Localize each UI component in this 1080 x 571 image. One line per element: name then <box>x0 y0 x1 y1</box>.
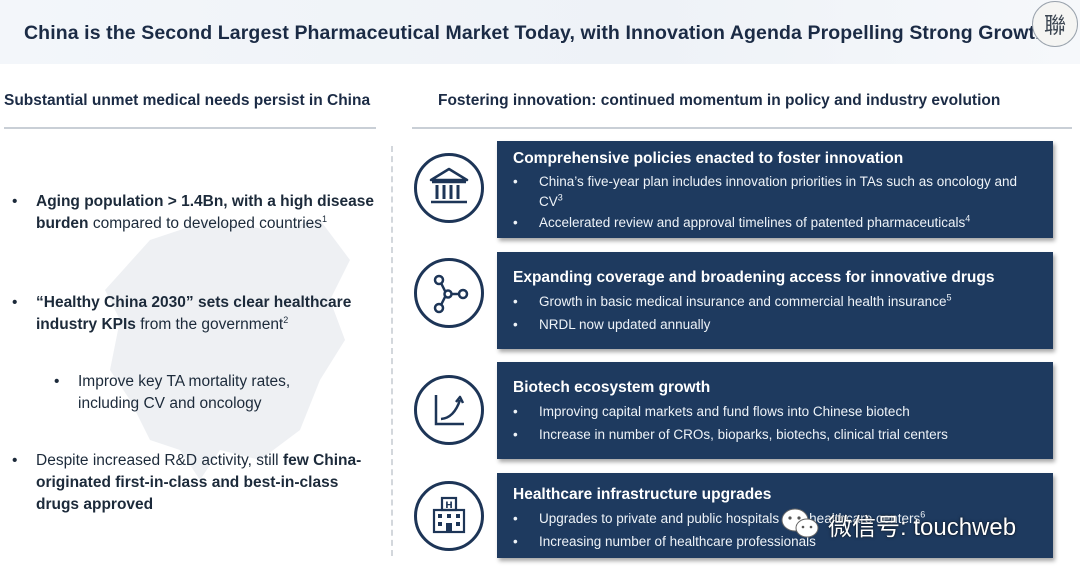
hospital-icon: H <box>414 481 484 551</box>
bullet-dot: • <box>513 317 518 332</box>
card-coverage-item-text: Growth in basic medical insurance and co… <box>539 294 947 309</box>
card-infrastructure: Healthcare infrastructure upgrades • Upg… <box>497 473 1053 558</box>
bullet-dot: • <box>12 294 18 311</box>
seal-logo: 聯 <box>1032 1 1078 47</box>
page-title: China is the Second Largest Pharmaceutic… <box>24 22 1048 44</box>
growth-chart-icon <box>414 375 484 445</box>
watermark-text: 微信号: touchweb <box>828 513 1017 541</box>
bullet-aging-bold: Aging population > 1.4Bn, with a high di… <box>36 193 375 232</box>
card-infrastructure-item-text: Upgrades to private and public hospitals… <box>539 511 921 526</box>
card-biotech: Biotech ecosystem growth • Improving cap… <box>497 362 1053 459</box>
card-policies-item-text: China’s five-year plan includes innovati… <box>539 174 1018 209</box>
card-biotech-item-text: Increase in number of CROs, bioparks, bi… <box>539 427 948 442</box>
card-policies: Comprehensive policies enacted to foster… <box>497 141 1053 238</box>
right-heading: Fostering innovation: continued momentum… <box>438 92 1001 109</box>
footnote-ref: 1 <box>322 213 328 224</box>
bullet-dot: • <box>513 534 518 549</box>
left-heading-rule <box>4 127 376 129</box>
title-bar <box>0 0 1080 64</box>
bullet-rnd-pre: Despite increased R&D activity, still <box>36 452 283 469</box>
card-infrastructure-item-text: Increasing number of healthcare professi… <box>539 534 816 549</box>
seal-logo-char: 聯 <box>1043 14 1066 39</box>
bullet-dot: • <box>12 193 18 210</box>
card-coverage-item-text: NRDL now updated annually <box>539 317 711 332</box>
bullet-dot: • <box>12 452 18 469</box>
card-coverage: Expanding coverage and broadening access… <box>497 252 1053 349</box>
left-heading: Substantial unmet medical needs persist … <box>4 92 371 109</box>
wechat-watermark: 微信号: touchweb <box>780 500 1050 548</box>
bullet-dot: • <box>513 174 518 189</box>
bullet-dot: • <box>513 511 518 526</box>
bullet-dot: • <box>513 294 518 309</box>
bullet-healthy-china-bold: “Healthy China 2030” sets clear healthca… <box>36 294 352 333</box>
card-policies-title: Comprehensive policies enacted to foster… <box>513 150 904 167</box>
card-infrastructure-title: Healthcare infrastructure upgrades <box>513 486 772 503</box>
wechat-icon <box>781 508 819 538</box>
card-coverage-title: Expanding coverage and broadening access… <box>513 269 995 286</box>
right-heading-rule <box>412 127 1072 129</box>
government-building-icon <box>414 153 484 223</box>
footnote-ref: 4 <box>965 213 971 224</box>
bullet-healthy-china-rest: from the government <box>135 316 284 333</box>
bullet-dot: • <box>513 215 518 230</box>
footnote-ref: 2 <box>283 314 289 325</box>
card-policies-item-text: Accelerated review and approval timeline… <box>539 215 966 230</box>
china-map-watermark <box>105 220 350 480</box>
bullet-dot: • <box>54 373 60 390</box>
subbullet-mortality-text: Improve key TA mortality rates, includin… <box>78 373 291 412</box>
bullet-dot: • <box>513 427 518 442</box>
card-biotech-item-text: Improving capital markets and fund flows… <box>539 404 910 419</box>
bullet-rnd-bold: few China-originated first-in-class and … <box>36 452 362 513</box>
footnote-ref: 3 <box>557 192 563 203</box>
footnote-ref: 6 <box>920 509 926 520</box>
svg-text:H: H <box>445 501 453 511</box>
bullet-dot: • <box>513 404 518 419</box>
bullet-aging-rest: compared to developed countries <box>88 215 323 232</box>
network-nodes-icon <box>414 258 484 328</box>
footnote-ref: 5 <box>946 292 952 303</box>
column-divider <box>391 146 393 556</box>
card-biotech-title: Biotech ecosystem growth <box>513 379 711 396</box>
